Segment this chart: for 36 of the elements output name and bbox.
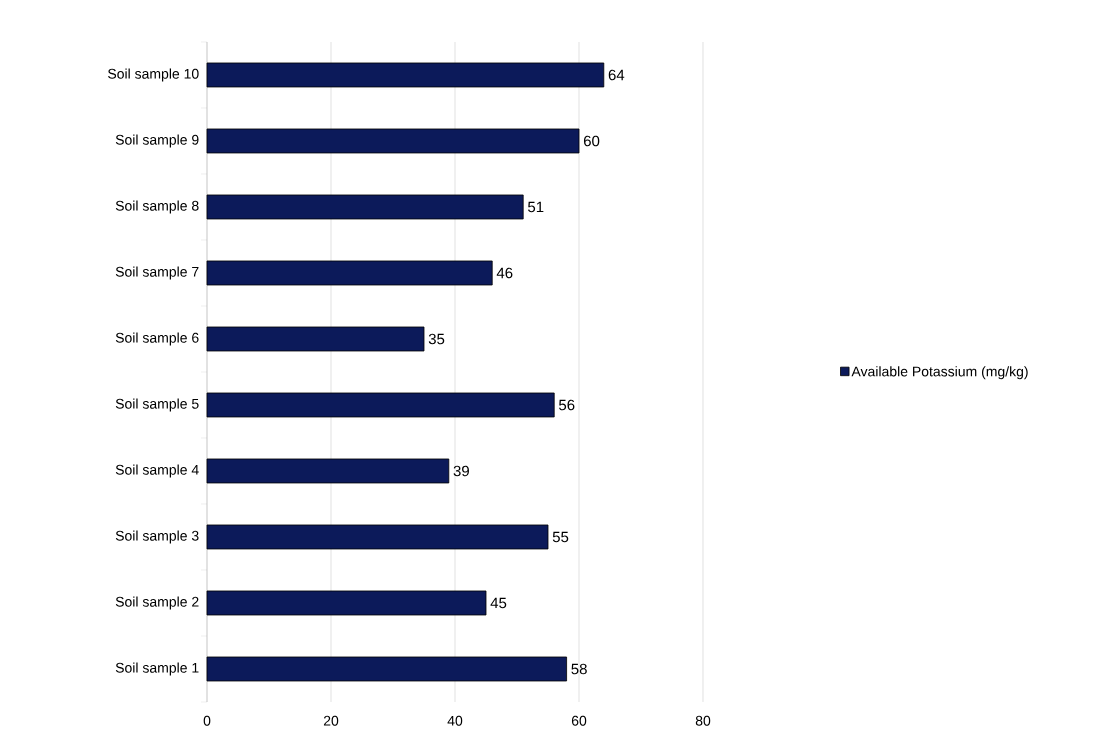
data-label: 39: [453, 465, 469, 477]
bar: [206, 194, 524, 220]
x-tick-label: 60: [571, 715, 587, 726]
x-tick-label: 40: [447, 715, 463, 726]
y-tick-label: Soil sample 9: [115, 134, 199, 148]
data-label: 55: [552, 531, 569, 543]
y-tick-label: Soil sample 10: [108, 68, 199, 82]
y-tick-label: Soil sample 6: [115, 332, 199, 346]
data-label: 46: [496, 267, 513, 279]
x-tick-label: 20: [323, 715, 339, 726]
x-tick-label: 80: [695, 715, 711, 726]
bar: [206, 524, 549, 550]
bar: [206, 128, 580, 154]
data-label: 64: [608, 69, 625, 81]
y-tick-label: Soil sample 4: [115, 464, 199, 478]
bar: [206, 392, 555, 418]
bar: [206, 326, 425, 352]
data-label: 51: [528, 201, 544, 213]
legend-label: Available Potassium (mg/kg): [851, 366, 1028, 380]
bar: [206, 260, 493, 286]
y-tick-label: Soil sample 2: [115, 596, 199, 610]
y-tick-label: Soil sample 8: [115, 200, 199, 214]
data-label: 45: [490, 597, 507, 609]
y-tick-label: Soil sample 5: [115, 398, 199, 412]
bar: [206, 656, 567, 682]
x-tick-label: 0: [203, 715, 211, 726]
data-label: 35: [428, 333, 445, 345]
data-label: 60: [583, 135, 600, 147]
data-label: 58: [571, 663, 587, 675]
y-tick-label: Soil sample 1: [115, 662, 199, 676]
bar: [206, 590, 487, 616]
data-label: 56: [559, 399, 575, 411]
bar: [206, 62, 605, 88]
y-tick-label: Soil sample 3: [115, 530, 199, 544]
bar: [206, 458, 450, 484]
y-tick-label: Soil sample 7: [115, 266, 199, 280]
